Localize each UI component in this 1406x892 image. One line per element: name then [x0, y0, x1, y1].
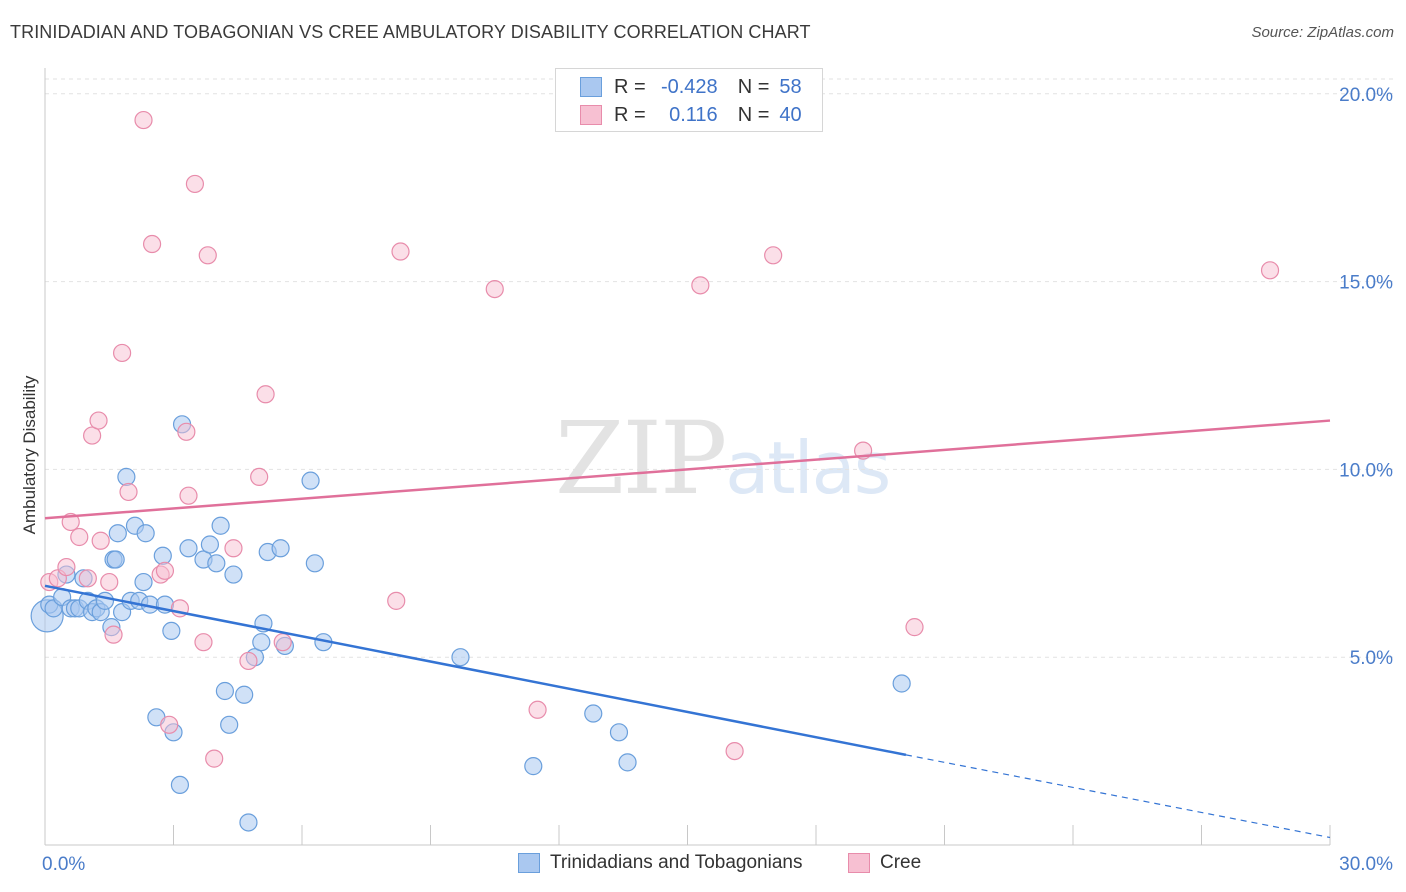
- legend-r-label: R =: [614, 75, 646, 98]
- legend-r-value: -0.428: [660, 75, 718, 98]
- series-legend: Trinidadians and Tobagonians Cree: [0, 852, 1406, 878]
- legend-r-value: 0.116: [669, 103, 718, 126]
- point-cree: [70, 527, 89, 547]
- point-trinidadians: [215, 681, 234, 701]
- point-trinidadians: [95, 591, 115, 610]
- point-trinidadians: [224, 565, 243, 584]
- legend-swatch-blue: [580, 77, 602, 97]
- series-legend-label: Trinidadians and Tobagonians: [550, 852, 803, 873]
- point-trinidadians: [211, 516, 230, 535]
- chart-title: TRINIDADIAN AND TOBAGONIAN VS CREE AMBUL…: [10, 22, 811, 42]
- point-cree: [250, 467, 269, 487]
- legend-row-cree: R = 0.116 N = 40: [580, 101, 802, 129]
- legend-n-value: 40: [779, 103, 802, 126]
- series-legend-label: Cree: [880, 852, 922, 873]
- x-tick-label-max: 30.0%: [1339, 854, 1393, 875]
- source-credit: Source: ZipAtlas.com: [1251, 24, 1394, 41]
- series-legend-cree: Cree: [848, 852, 921, 874]
- point-trinidadians: [618, 753, 637, 772]
- x-tick-label-min: 0.0%: [42, 854, 85, 875]
- point-trinidadians: [220, 715, 239, 734]
- point-trinidadians: [117, 467, 136, 487]
- point-cree: [78, 569, 97, 588]
- trend-line-trinidadians-extension: [905, 754, 1331, 839]
- point-cree: [185, 174, 205, 194]
- point-trinidadians: [239, 813, 258, 832]
- series-legend-trinidadians: Trinidadians and Tobagonians: [518, 852, 802, 874]
- point-trinidadians: [584, 704, 603, 723]
- point-trinidadians: [235, 685, 254, 704]
- legend-swatch-pink: [580, 105, 602, 125]
- point-cree: [179, 486, 198, 505]
- point-cree: [177, 422, 196, 441]
- point-cree: [239, 651, 258, 671]
- point-cree: [155, 561, 175, 580]
- point-cree: [528, 700, 547, 719]
- point-cree: [160, 715, 179, 734]
- point-trinidadians: [252, 633, 271, 652]
- y-tick-label: 15.0%: [1339, 273, 1393, 294]
- legend-n-label: N =: [737, 75, 770, 98]
- point-trinidadians: [271, 539, 290, 558]
- legend-row-trinidadians: R = -0.428 N = 58: [580, 73, 802, 101]
- point-cree: [1260, 261, 1280, 280]
- point-cree: [224, 539, 243, 558]
- watermark: ZIPatlas: [555, 400, 891, 517]
- point-trinidadians: [134, 572, 153, 592]
- point-trinidadians: [207, 554, 226, 573]
- point-cree: [691, 276, 710, 295]
- point-cree: [905, 618, 924, 637]
- point-cree: [485, 279, 504, 299]
- trend-line-trinidadians: [44, 584, 907, 757]
- series-swatch-pink: [848, 853, 870, 873]
- point-cree: [57, 557, 76, 577]
- point-trinidadians: [170, 775, 190, 795]
- legend-r-label: R =: [614, 103, 646, 126]
- point-cree: [104, 625, 123, 644]
- point-trinidadians: [301, 471, 320, 490]
- point-cree: [134, 110, 153, 130]
- point-cree: [194, 633, 213, 652]
- series-swatch-blue: [518, 853, 540, 873]
- point-cree: [198, 246, 217, 265]
- watermark-zip: ZIP: [555, 400, 727, 517]
- y-tick-label: 10.0%: [1339, 460, 1393, 481]
- correlation-legend: R = -0.428 N = 58 R = 0.116 N = 40: [555, 68, 823, 132]
- legend-n-value: 58: [779, 75, 802, 98]
- point-trinidadians: [305, 554, 324, 573]
- point-cree: [725, 741, 744, 761]
- point-cree: [256, 385, 275, 404]
- point-cree: [100, 572, 119, 592]
- watermark-atlas: atlas: [725, 426, 891, 510]
- point-cree: [764, 246, 783, 265]
- point-trinidadians: [108, 524, 127, 543]
- point-cree: [89, 411, 108, 430]
- y-axis-label: Ambulatory Disability: [20, 375, 39, 534]
- point-trinidadians: [524, 757, 543, 776]
- point-cree: [112, 343, 132, 363]
- point-trinidadians: [200, 535, 220, 554]
- trend-line-cree: [44, 419, 1331, 520]
- point-cree: [391, 242, 410, 261]
- point-cree: [205, 749, 224, 768]
- point-trinidadians: [106, 550, 125, 569]
- y-tick-label: 5.0%: [1350, 648, 1393, 669]
- point-cree: [119, 482, 138, 502]
- point-cree: [91, 531, 110, 550]
- point-trinidadians: [153, 546, 172, 565]
- point-cree: [387, 591, 406, 610]
- legend-n-label: N =: [737, 103, 770, 126]
- point-cree: [142, 234, 162, 254]
- point-trinidadians: [892, 674, 911, 693]
- point-trinidadians: [451, 648, 470, 667]
- point-trinidadians: [609, 723, 629, 742]
- point-trinidadians: [179, 539, 198, 558]
- point-trinidadians: [162, 621, 181, 641]
- y-tick-label: 20.0%: [1339, 85, 1393, 106]
- point-cree: [83, 426, 102, 445]
- point-trinidadians: [136, 524, 155, 543]
- point-cree: [273, 633, 292, 652]
